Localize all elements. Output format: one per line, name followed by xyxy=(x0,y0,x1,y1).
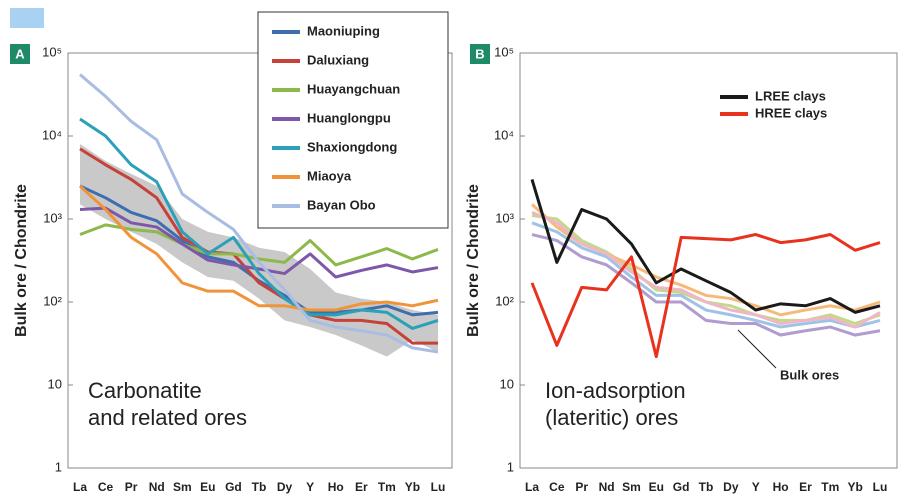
legend-label: HREE clays xyxy=(755,105,827,120)
annotation: Bulk ores xyxy=(780,367,839,382)
panel-annotation: and related ores xyxy=(88,405,247,430)
panel-annotation: Ion-adsorption xyxy=(545,378,686,403)
x-tick-label: Y xyxy=(306,480,314,494)
y-axis-label: Bulk ore / Chondrite xyxy=(465,184,482,337)
plot-frame xyxy=(519,52,898,469)
legend-label: Shaxiongdong xyxy=(307,139,397,154)
x-tick-label: Tm xyxy=(378,480,396,494)
x-tick-label: Yb xyxy=(405,480,420,494)
legend-label: Huayangchuan xyxy=(307,81,400,96)
x-tick-label: Ho xyxy=(773,480,789,494)
y-tick-label: 10² xyxy=(43,293,62,308)
x-tick-label: Y xyxy=(752,480,760,494)
series-line xyxy=(530,178,881,314)
y-tick-label: 10⁵ xyxy=(42,44,62,59)
x-tick-label: Er xyxy=(355,480,368,494)
x-tick-label: Yb xyxy=(847,480,862,494)
x-tick-label: Eu xyxy=(200,480,215,494)
bulk-ore-line xyxy=(531,211,881,329)
panel-label: B xyxy=(475,46,484,61)
x-tick-label: Er xyxy=(799,480,812,494)
panel-badge xyxy=(10,44,30,64)
x-tick-label: Nd xyxy=(149,480,165,494)
y-tick-label: 10⁴ xyxy=(494,127,514,142)
x-tick-label: Ho xyxy=(328,480,344,494)
legend-label: Huanglongpu xyxy=(307,110,391,125)
x-tick-label: Sm xyxy=(173,480,192,494)
y-axis-label: Bulk ore / Chondrite xyxy=(13,184,30,337)
x-tick-label: Nd xyxy=(599,480,615,494)
legend-label: Maoniuping xyxy=(307,23,380,38)
x-tick-label: Dy xyxy=(723,480,739,494)
x-tick-label: Tb xyxy=(699,480,714,494)
panel-annotation: (lateritic) ores xyxy=(545,405,678,430)
x-tick-label: Sm xyxy=(622,480,641,494)
legend-label: Miaoya xyxy=(307,168,352,183)
x-tick-label: Ce xyxy=(98,480,114,494)
x-tick-label: Gd xyxy=(673,480,690,494)
x-tick-label: Tm xyxy=(821,480,839,494)
y-tick-label: 10 xyxy=(500,376,514,391)
y-tick-label: 10⁴ xyxy=(42,127,62,142)
x-tick-label: Pr xyxy=(125,480,138,494)
series-line xyxy=(79,206,439,279)
series-line xyxy=(79,223,439,267)
panel-label: A xyxy=(15,46,25,61)
annotation-pointer xyxy=(737,329,777,369)
panel-badge xyxy=(470,44,490,64)
x-tick-label: La xyxy=(525,480,539,494)
shaded-range xyxy=(80,144,438,357)
y-tick-label: 10⁵ xyxy=(494,44,514,59)
panel-annotation: Carbonatite xyxy=(88,378,202,403)
x-tick-label: Gd xyxy=(225,480,242,494)
series-line xyxy=(79,147,438,345)
x-tick-label: La xyxy=(73,480,87,494)
legend-label: Bayan Obo xyxy=(307,197,376,212)
x-tick-label: Pr xyxy=(575,480,588,494)
series-line xyxy=(79,117,439,330)
y-tick-label: 10³ xyxy=(43,210,62,225)
x-tick-label: Lu xyxy=(873,480,888,494)
series-line xyxy=(530,233,881,359)
y-tick-label: 1 xyxy=(55,459,62,474)
legend-label: LREE clays xyxy=(755,88,826,103)
series-line xyxy=(78,184,439,312)
bulk-ore-line xyxy=(531,221,881,329)
series-line xyxy=(79,73,439,354)
x-tick-label: Eu xyxy=(649,480,664,494)
x-tick-label: Dy xyxy=(277,480,293,494)
y-tick-label: 10 xyxy=(48,376,62,391)
y-tick-label: 10³ xyxy=(495,210,514,225)
decor-tab xyxy=(10,8,44,28)
x-tick-label: Ce xyxy=(549,480,565,494)
x-tick-label: Tb xyxy=(252,480,267,494)
bulk-ore-line xyxy=(531,233,881,337)
x-tick-label: Lu xyxy=(431,480,446,494)
y-tick-label: 1 xyxy=(507,459,514,474)
y-tick-label: 10² xyxy=(495,293,514,308)
legend-label: Daluxiang xyxy=(307,52,369,67)
